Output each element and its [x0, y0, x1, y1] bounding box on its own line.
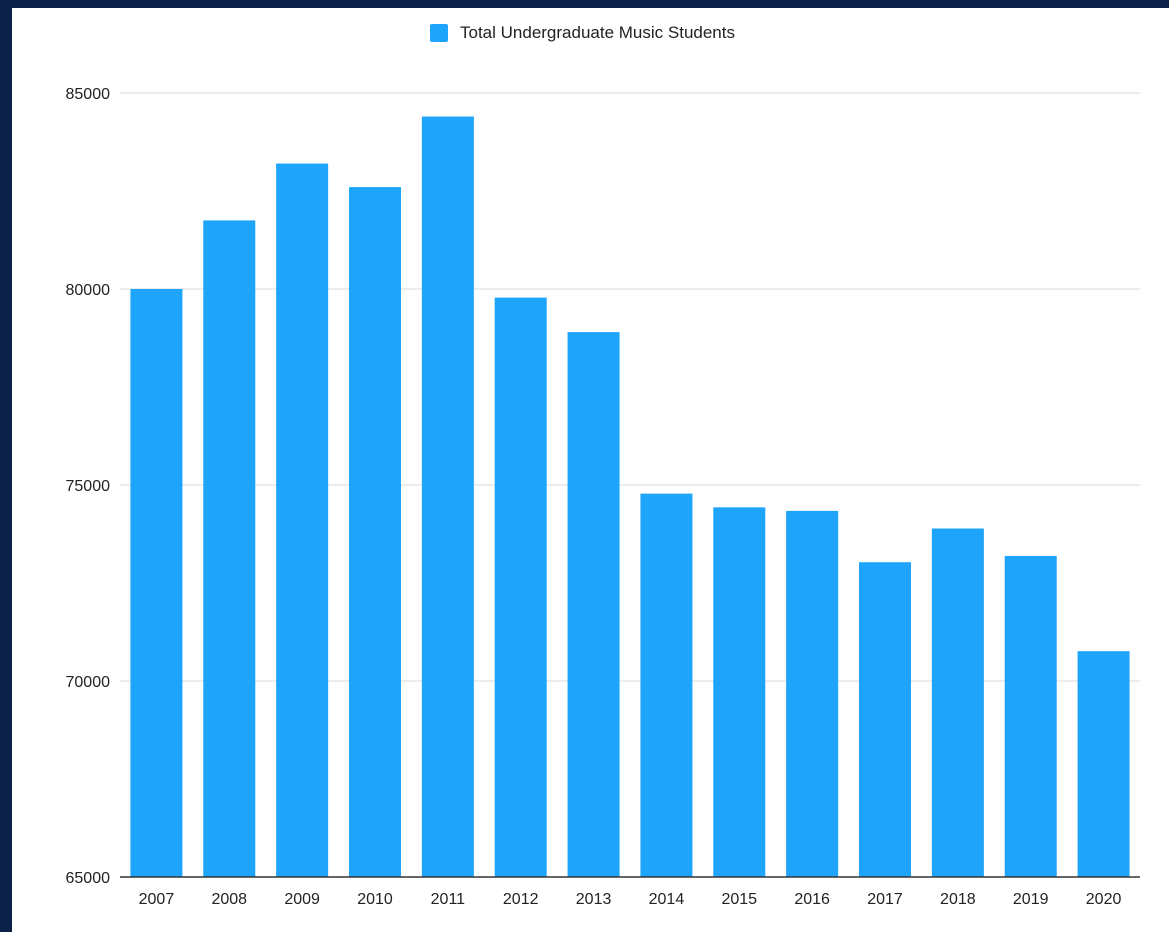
bar [567, 332, 620, 877]
bar-chart: 65000 70000 75000 80000 85000 2007 2008 2009 201… [66, 86, 1140, 908]
x-tick-label: 2008 [211, 891, 247, 908]
chart-frame: Total Undergraduate Music Students 65000… [12, 8, 1169, 932]
x-tick-label: 2017 [867, 891, 903, 908]
bar [349, 187, 401, 877]
bar [1004, 555, 1057, 877]
x-tick-label: 2012 [503, 891, 539, 908]
y-tick-label: 65000 [66, 870, 111, 887]
y-tick-label: 80000 [66, 282, 111, 299]
bar [421, 116, 474, 877]
x-tick-label: 2011 [431, 891, 466, 908]
x-tick-label: 2014 [649, 891, 685, 908]
y-tick-label: 85000 [66, 86, 111, 103]
bar [276, 163, 329, 877]
bar [786, 510, 839, 877]
legend: Total Undergraduate Music Students [430, 23, 735, 42]
legend-label: Total Undergraduate Music Students [460, 23, 735, 42]
legend-swatch [430, 24, 448, 42]
x-tick-label: 2018 [940, 891, 976, 908]
bar [931, 528, 984, 877]
y-tick-label: 70000 [66, 674, 111, 691]
x-tick-label: 2019 [1013, 891, 1049, 908]
bar [494, 297, 547, 877]
x-tick-label: 2020 [1086, 891, 1122, 908]
bar [713, 507, 766, 877]
bar [859, 562, 911, 877]
bar [203, 220, 256, 877]
x-tick-label: 2013 [576, 891, 612, 908]
x-tick-label: 2016 [794, 891, 830, 908]
x-tick-label: 2009 [284, 891, 320, 908]
x-tick-label: 2007 [139, 891, 175, 908]
y-tick-label: 75000 [66, 478, 111, 495]
bar [640, 493, 693, 877]
bar [130, 289, 183, 877]
x-tick-label: 2010 [357, 891, 393, 908]
x-tick-label: 2015 [721, 891, 757, 908]
bar [1077, 651, 1130, 877]
